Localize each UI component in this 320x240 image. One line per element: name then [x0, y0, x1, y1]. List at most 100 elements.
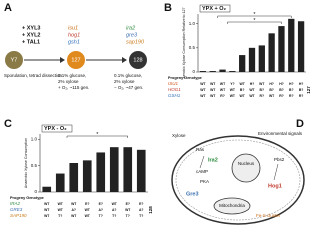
y-tick-label: 0.5 — [189, 45, 196, 50]
genotype-cell: WT — [44, 214, 50, 218]
row-name: GRE3 — [10, 207, 23, 212]
y-axis-label: Aerobic Xylose Consumption Relative to 1… — [182, 7, 186, 78]
genotype-cell: T? — [126, 214, 130, 218]
gene: isu1 — [68, 25, 78, 31]
bar — [239, 55, 246, 72]
condition: 2% xylose — [58, 79, 79, 84]
label: Ras — [196, 147, 205, 152]
genotype-cell: WT — [230, 88, 236, 92]
label: Pbs2 — [274, 157, 285, 162]
arrowhead — [122, 57, 127, 63]
genotype-cell: R? — [289, 94, 294, 98]
sig-bracket — [66, 135, 128, 138]
chart-title: YPX + O₂ — [202, 6, 227, 12]
sig-mark: * — [96, 132, 99, 138]
condition: − O₂, ~47 gen. — [114, 85, 143, 90]
label: cAMP — [196, 169, 208, 174]
genotype-cell: T? — [139, 214, 143, 218]
y-tick-label: 1.0 — [31, 136, 38, 141]
bar — [278, 26, 285, 72]
y-axis-label: Anaerobic Xylose Consumption — [24, 138, 28, 188]
genotype-cell: WT — [112, 202, 118, 206]
genotype-cell: H? — [279, 82, 284, 86]
bar — [258, 45, 265, 72]
genotype-cell: WT — [240, 94, 246, 98]
genotype-cell: H? — [289, 82, 294, 86]
genotype-cell: WT — [249, 88, 255, 92]
genotype-cell: WT — [259, 82, 265, 86]
genotype-cell: T? — [99, 214, 103, 218]
genotype-cell: WT — [200, 88, 206, 92]
label: Gre3 — [186, 191, 199, 197]
row-header: Progeny Genotype — [10, 196, 44, 200]
genotype-cell: WT — [210, 94, 216, 98]
genotype-cell: Y? — [230, 82, 234, 86]
genotype-cell: A? — [139, 208, 144, 212]
genotype-cell: B? — [289, 88, 294, 92]
mitochondria — [213, 197, 251, 215]
arrow — [273, 163, 279, 181]
bar — [69, 163, 79, 192]
genotype-cell: WT — [240, 82, 246, 86]
row-name: HOG1 — [168, 87, 181, 92]
genotype-cell: B? — [240, 88, 245, 92]
mito-label: Mitochondria — [219, 203, 245, 208]
arrow — [199, 155, 205, 169]
label: PKA — [200, 179, 209, 184]
row-header: Progeny Genotype — [168, 76, 202, 80]
y-tick-label: 1.0 — [189, 21, 196, 26]
gene: sap190 — [126, 39, 145, 45]
bar — [199, 71, 207, 72]
bar — [229, 71, 236, 72]
bar — [109, 147, 119, 192]
strain-label: Y7 — [11, 57, 18, 63]
sig-bracket — [227, 21, 282, 24]
genotype-cell: E? — [85, 202, 89, 206]
genotype-cell: B? — [260, 88, 265, 92]
genotype-cell: WT — [220, 82, 226, 86]
genotype-cell: T? — [112, 214, 116, 218]
chart-title-box — [199, 4, 231, 13]
genotype-cell: E? — [139, 202, 143, 206]
genotype-cell: WT — [230, 94, 236, 98]
genotype-cell: R? — [260, 94, 265, 98]
bar — [136, 149, 146, 192]
genotype-cell: T? — [58, 214, 62, 218]
label: Hog1 — [268, 183, 282, 189]
genotype-cell: A? — [71, 208, 76, 212]
genotype-cell: WT — [58, 202, 64, 206]
genotype-cell: R? — [220, 94, 225, 98]
genotype-cell: E? — [99, 202, 103, 206]
genotype-cell: WT — [85, 214, 91, 218]
genotype-cell: H? — [269, 82, 274, 86]
chart-title-box — [41, 124, 73, 133]
bar — [55, 173, 65, 192]
strain-label: 127 — [306, 86, 311, 94]
nucleus — [231, 153, 261, 183]
condition: 0.1% glucose, — [58, 73, 86, 78]
panel-label: D — [296, 118, 304, 130]
genotype-cell: WT — [220, 88, 226, 92]
condition: + O₂, ~115 gen. — [58, 85, 89, 90]
panel-label: B — [164, 2, 172, 14]
gene: hog1 — [68, 32, 80, 38]
sig-mark: * — [253, 18, 256, 24]
y-tick-label: 0.5 — [31, 163, 38, 168]
row-name: IRA2 — [10, 201, 21, 206]
genotype-cell: R? — [279, 94, 284, 98]
genotype-cell: WT — [200, 82, 206, 86]
chart-title: YPX - O₂ — [44, 126, 67, 132]
genotype-cell: B? — [299, 88, 304, 92]
genotype-cell: H? — [299, 82, 304, 86]
genotype-cell: WT — [85, 208, 91, 212]
genotype-cell: WT — [58, 208, 64, 212]
bar — [268, 33, 275, 72]
gene: ira2 — [126, 25, 135, 31]
condition: 0.1% glucose, — [114, 73, 142, 78]
sig-mark: * — [253, 12, 256, 18]
bar — [42, 186, 52, 192]
genotype-cell: A? — [98, 208, 103, 212]
genotype-cell: WT — [200, 94, 206, 98]
label: Fe-S cluster — [256, 213, 281, 218]
strain-node — [67, 51, 85, 69]
